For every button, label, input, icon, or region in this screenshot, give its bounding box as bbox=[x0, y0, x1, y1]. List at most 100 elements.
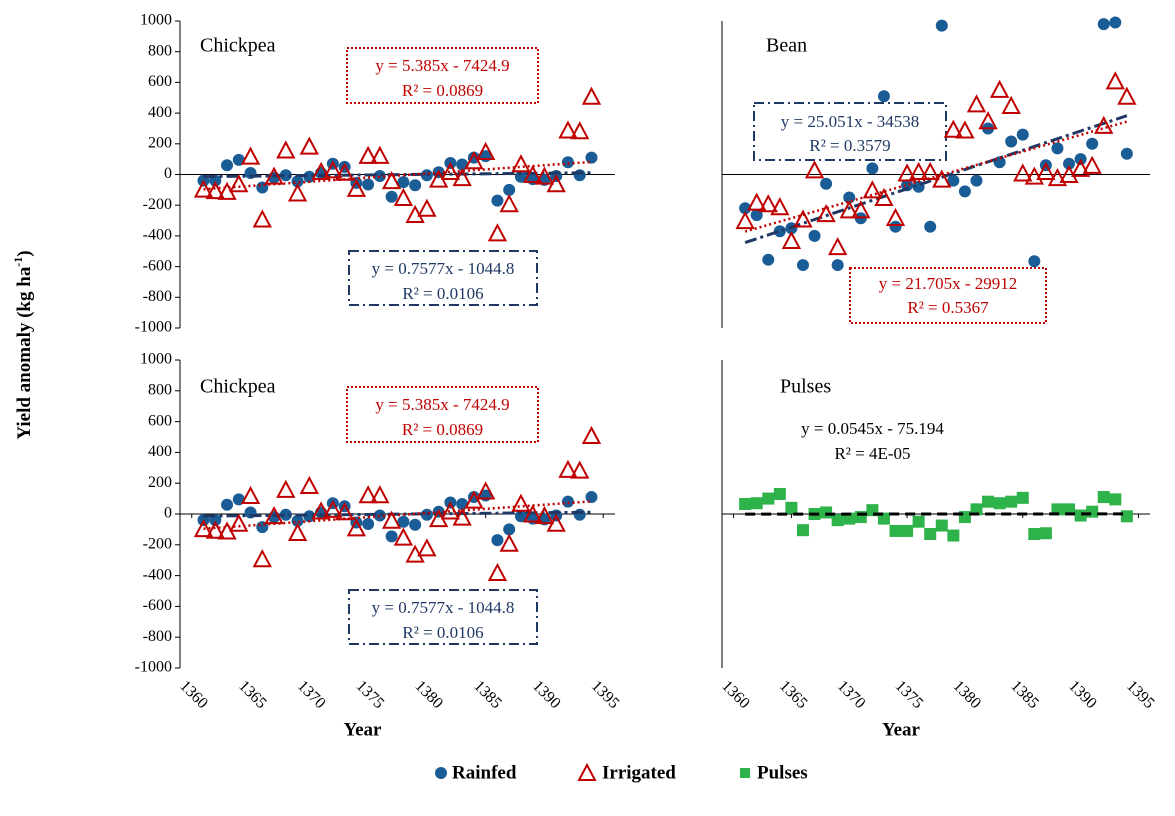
x-tick-label: 1360 bbox=[176, 677, 211, 712]
pulses-point bbox=[1086, 505, 1099, 518]
irrigated-point bbox=[193, 179, 214, 198]
irrigated-point bbox=[1047, 167, 1068, 187]
rainfed-point bbox=[491, 534, 504, 547]
irrigated-point bbox=[381, 171, 402, 190]
y-tick-label: 1000 bbox=[140, 351, 172, 368]
pulses-point bbox=[1109, 493, 1122, 506]
legend-marker bbox=[435, 767, 447, 779]
y-tick-label: -800 bbox=[143, 628, 172, 645]
irrigated-point bbox=[546, 174, 566, 193]
rainfed-point bbox=[397, 515, 410, 528]
y-tick-label: -1000 bbox=[135, 659, 172, 676]
pulses-point bbox=[796, 524, 809, 537]
y-tick-label: 400 bbox=[148, 104, 172, 121]
pulses-point bbox=[924, 528, 937, 541]
pulses-point bbox=[901, 524, 914, 537]
irrigated-point bbox=[323, 499, 343, 518]
rainfed-point bbox=[397, 176, 410, 189]
irrigated-point bbox=[1013, 163, 1033, 182]
rainfed-point bbox=[514, 170, 527, 183]
rainfed-point bbox=[585, 151, 598, 164]
irrigated-point bbox=[381, 510, 402, 529]
irrigated-point bbox=[499, 533, 519, 552]
pulses-point bbox=[958, 511, 971, 524]
irrigated-point bbox=[464, 151, 484, 170]
irrigated-point bbox=[534, 166, 555, 185]
irrigated-point bbox=[346, 178, 367, 197]
rainfed-point bbox=[279, 508, 292, 521]
irrigated-point bbox=[417, 538, 437, 557]
rainfed-point bbox=[221, 498, 234, 511]
irrigated-point bbox=[747, 192, 767, 211]
rainfed-point bbox=[491, 194, 504, 207]
x-tick-label: 1375 bbox=[892, 677, 927, 712]
rainfed-point bbox=[935, 19, 948, 32]
irrigated-point bbox=[193, 519, 214, 538]
irrigated-point bbox=[523, 504, 543, 523]
rainfed-point bbox=[831, 259, 844, 272]
irrigated-point bbox=[581, 86, 602, 105]
irrigated-point bbox=[862, 180, 883, 199]
x-tick-label: 1365 bbox=[776, 677, 811, 712]
x-tick-label: 1370 bbox=[834, 677, 869, 712]
x-tick-label: 1365 bbox=[235, 677, 270, 712]
x-tick-label: 1370 bbox=[294, 677, 329, 712]
rainfed-point bbox=[362, 518, 375, 531]
pulses-point bbox=[1120, 510, 1133, 523]
trend-r2: R² = 0.0106 bbox=[402, 284, 483, 303]
irrigated-point bbox=[511, 493, 531, 512]
irrigated-point bbox=[464, 490, 484, 509]
rainfed-point bbox=[1120, 147, 1133, 160]
equation-box bbox=[346, 386, 539, 443]
rainfed-point bbox=[808, 229, 821, 242]
irrigated-point bbox=[978, 111, 998, 130]
irrigated-point bbox=[346, 518, 367, 537]
y-axis-label-end: ) bbox=[14, 250, 35, 256]
pulses-point bbox=[854, 511, 867, 524]
irrigated-point bbox=[1094, 115, 1114, 134]
rainfed-point bbox=[1109, 16, 1122, 29]
rainfed-point bbox=[1097, 18, 1110, 31]
rainfed-point bbox=[762, 253, 775, 266]
rainfed-point bbox=[1005, 135, 1018, 148]
panel-title: Chickpea bbox=[200, 376, 276, 398]
irrigated-point bbox=[311, 161, 331, 180]
pulses-point bbox=[1051, 503, 1064, 516]
trend-r2: R² = 0.0106 bbox=[402, 623, 483, 642]
irrigated-point bbox=[581, 425, 602, 444]
rainfed-point bbox=[573, 508, 586, 521]
trend-r2: R² = 4E-05 bbox=[834, 444, 910, 463]
rainfed-point bbox=[585, 491, 598, 504]
trendline bbox=[203, 171, 592, 179]
rainfed-point bbox=[1051, 142, 1064, 155]
pulses-point bbox=[1097, 491, 1110, 504]
irrigated-point bbox=[570, 460, 590, 479]
pulses-point bbox=[877, 512, 890, 525]
irrigated-point bbox=[558, 459, 578, 478]
irrigated-point bbox=[205, 520, 225, 539]
rainfed-point bbox=[958, 185, 971, 198]
irrigated-point bbox=[897, 163, 917, 182]
irrigated-point bbox=[499, 194, 519, 213]
y-tick-label: 1000 bbox=[140, 12, 172, 29]
irrigated-point bbox=[476, 141, 496, 161]
equation-box bbox=[849, 267, 1047, 324]
rainfed-point bbox=[1028, 255, 1041, 268]
y-tick-label: -200 bbox=[143, 535, 172, 552]
pulses-point bbox=[1039, 527, 1052, 540]
irrigated-point bbox=[287, 522, 308, 542]
rainfed-point bbox=[1016, 128, 1029, 141]
y-tick-label: -600 bbox=[143, 597, 172, 614]
pulses-point bbox=[843, 512, 856, 525]
y-tick-label: -200 bbox=[143, 196, 172, 213]
irrigated-point bbox=[287, 183, 308, 202]
equation-box bbox=[348, 250, 538, 306]
irrigated-point bbox=[828, 237, 848, 256]
irrigated-point bbox=[393, 187, 414, 207]
pulses-point bbox=[982, 495, 995, 508]
irrigated-point bbox=[851, 200, 871, 219]
rainfed-point bbox=[385, 190, 398, 203]
x-tick-label: 1385 bbox=[470, 677, 505, 712]
